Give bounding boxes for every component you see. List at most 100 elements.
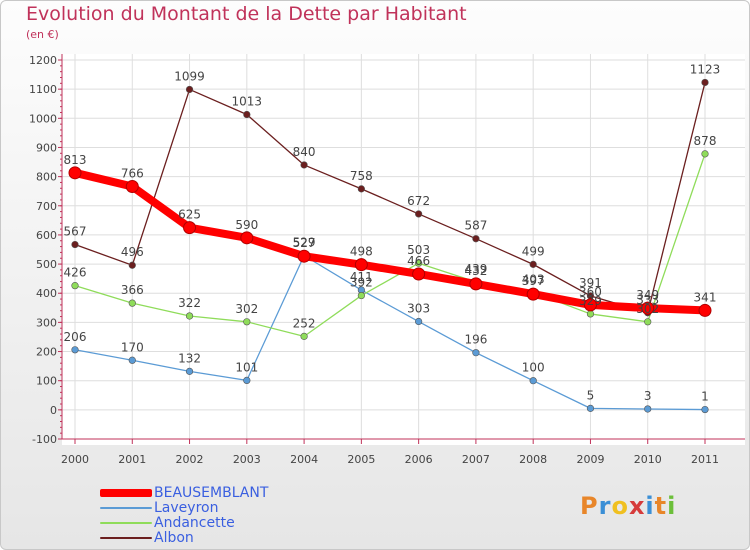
data-label-laveyron: 101: [235, 360, 258, 374]
y-tick-label: 800: [36, 171, 57, 184]
y-tick-label: 700: [36, 200, 57, 213]
data-label-laveyron: 411: [350, 270, 373, 284]
data-point-beausemblant: [698, 303, 712, 317]
data-label-laveyron: 1: [701, 390, 709, 404]
data-label-andancette: 252: [293, 316, 316, 330]
data-point-andancette: [71, 282, 79, 290]
legend-swatch: [100, 536, 152, 539]
data-label-albon: 758: [350, 169, 373, 183]
data-point-andancette: [701, 150, 709, 158]
chart-title: Evolution du Montant de la Dette par Hab…: [26, 3, 467, 25]
data-label-andancette: 302: [636, 302, 659, 316]
data-point-albon: [472, 235, 480, 243]
data-point-laveyron: [586, 404, 595, 412]
data-label-albon: 391: [579, 276, 602, 290]
logo-letter: P: [580, 492, 599, 520]
y-tick-label: 1100: [29, 83, 57, 96]
y-tick-label: 1000: [29, 112, 57, 125]
data-label-albon: 499: [522, 244, 545, 258]
logo-letter: o: [611, 492, 629, 520]
x-tick-label: 2009: [576, 453, 604, 466]
data-point-beausemblant: [240, 231, 254, 245]
x-tick-label: 2010: [634, 453, 662, 466]
data-point-andancette: [300, 332, 308, 340]
legend-swatch: [100, 506, 152, 509]
data-point-laveyron: [701, 405, 709, 414]
data-label-beausemblant: 466: [407, 254, 430, 268]
data-label-beausemblant: 590: [235, 218, 258, 232]
legend-item: Andancette: [100, 515, 268, 531]
y-tick-label: 200: [36, 346, 57, 359]
legend-item: Laveyron: [100, 499, 268, 516]
data-point-andancette: [415, 259, 423, 267]
data-label-albon: 1123: [690, 62, 721, 76]
data-label-beausemblant: 625: [178, 208, 201, 222]
x-tick-label: 2004: [290, 453, 318, 466]
legend-swatch: [100, 488, 152, 497]
data-point-beausemblant: [297, 249, 311, 263]
data-label-beausemblant: 432: [464, 264, 487, 278]
data-point-beausemblant: [526, 287, 540, 301]
data-point-andancette: [128, 299, 136, 307]
data-point-beausemblant: [183, 221, 197, 235]
logo-letter: x: [628, 492, 646, 520]
data-point-beausemblant: [125, 180, 139, 194]
logo-letter: i: [667, 492, 677, 520]
data-label-albon: 496: [121, 245, 144, 259]
legend-label: Albon: [154, 529, 194, 546]
data-point-beausemblant: [583, 298, 597, 312]
data-point-beausemblant: [354, 258, 368, 272]
data-point-laveyron: [644, 405, 652, 413]
logo-letter: i: [645, 492, 655, 520]
data-point-albon: [243, 110, 251, 119]
data-label-albon: 587: [464, 219, 487, 233]
data-point-albon: [300, 161, 308, 169]
data-label-albon: 1099: [174, 69, 205, 83]
x-tick-label: 2008: [519, 453, 547, 466]
data-label-beausemblant: 813: [64, 153, 87, 167]
data-label-albon: 567: [64, 225, 87, 239]
x-tick-label: 2001: [118, 453, 146, 466]
y-tick-label: 0: [50, 404, 57, 417]
data-point-andancette: [185, 312, 194, 320]
data-label-beausemblant: 397: [522, 274, 545, 288]
data-label-andancette: 302: [235, 302, 258, 316]
x-tick-label: 2005: [347, 453, 375, 466]
x-tick-label: 2006: [405, 453, 433, 466]
y-tick-label: 300: [36, 316, 57, 329]
data-label-andancette: 403: [522, 272, 545, 286]
x-tick-label: 2000: [61, 453, 89, 466]
data-label-laveyron: 100: [522, 361, 545, 375]
y-tick-label: 1200: [29, 54, 57, 67]
data-label-andancette: 392: [350, 276, 373, 290]
data-point-laveyron: [128, 356, 136, 364]
data-label-beausemblant: 349: [636, 288, 659, 302]
data-point-albon: [128, 261, 136, 269]
data-point-albon: [71, 240, 79, 249]
data-label-laveyron: 529: [293, 236, 316, 250]
legend-item: Albon: [100, 529, 268, 546]
legend-swatch: [100, 521, 152, 524]
data-point-beausemblant: [68, 166, 82, 180]
x-tick-label: 2007: [462, 453, 490, 466]
data-point-andancette: [243, 318, 251, 326]
legend-label: BEAUSEMBLANT: [154, 484, 269, 501]
x-tick-label: 2011: [691, 453, 719, 466]
data-point-beausemblant: [641, 301, 655, 315]
data-point-beausemblant: [412, 267, 426, 281]
data-label-albon: 333: [636, 293, 659, 307]
data-point-laveyron: [529, 377, 537, 385]
legend-label: Laveyron: [154, 499, 219, 516]
y-tick-label: 100: [36, 375, 57, 388]
data-label-beausemblant: 527: [293, 236, 316, 250]
series-line-andancette: [74, 153, 706, 338]
series-line-laveyron: [74, 254, 706, 411]
data-point-andancette: [644, 318, 652, 326]
data-label-laveyron: 170: [121, 340, 144, 354]
data-label-andancette: 366: [121, 283, 144, 297]
plot-area: [62, 54, 745, 445]
data-label-laveyron: 206: [64, 330, 87, 344]
data-point-beausemblant: [469, 277, 483, 291]
data-label-beausemblant: 341: [694, 290, 717, 304]
data-point-laveyron: [472, 349, 480, 357]
